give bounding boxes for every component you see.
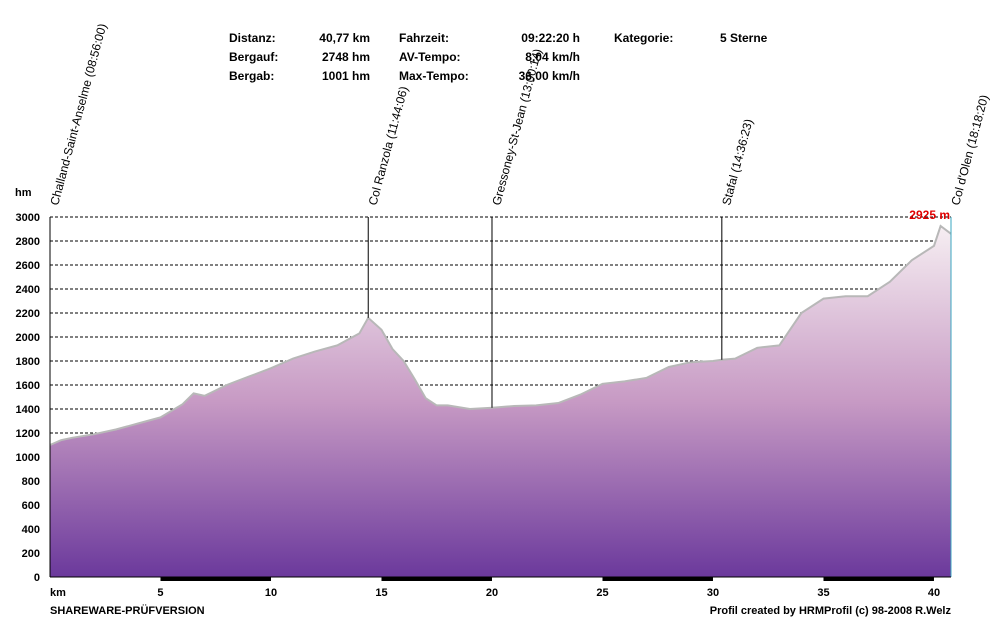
- y-tick-label: 2400: [16, 284, 40, 296]
- x-tick-label: 15: [375, 587, 387, 599]
- y-tick-label: 1000: [16, 452, 40, 464]
- y-tick-label: 2600: [16, 260, 40, 272]
- profile-outline: [49, 224, 952, 446]
- avg-speed-value: 8,04 km/h: [525, 50, 580, 64]
- category-value: 5 Sterne: [720, 31, 768, 45]
- category-label: Kategorie:: [614, 31, 674, 45]
- x-axis-label: km: [50, 587, 66, 599]
- ascent-label: Bergauf:: [229, 50, 279, 64]
- time-label: Fahrzeit:: [399, 31, 450, 45]
- x-axis-segment: [160, 577, 271, 581]
- y-tick-label: 2800: [16, 236, 40, 248]
- x-tick-label: 35: [817, 587, 829, 599]
- x-axis-segment: [602, 577, 713, 581]
- y-tick-label: 1800: [16, 356, 40, 368]
- x-axis-segment: [381, 577, 492, 581]
- waypoint-label: Col Ranzola (11:44:06): [366, 85, 411, 207]
- x-tick-label: 25: [596, 587, 608, 599]
- y-tick-label: 2200: [16, 308, 40, 320]
- ascent-value: 2748 hm: [321, 50, 370, 64]
- x-axis-segment: [933, 577, 951, 581]
- waypoint-label: Challand-Saint-Anselme (08:56:00): [47, 22, 109, 207]
- descent-label: Bergab:: [229, 69, 275, 83]
- max-speed-label: Max-Tempo:: [399, 69, 469, 83]
- x-tick-label: 30: [707, 587, 719, 599]
- y-axis-label: hm: [15, 187, 32, 199]
- credits: Profil created by HRMProfil (c) 98-2008 …: [709, 605, 951, 617]
- y-tick-label: 800: [22, 476, 40, 488]
- y-tick-label: 0: [34, 572, 40, 584]
- max-elevation-label: 2925 m: [909, 208, 950, 222]
- y-tick-label: 200: [22, 548, 40, 560]
- waypoint-label: Col d'Olen (18:18:20): [948, 93, 991, 206]
- max-speed-value: 36,00 km/h: [518, 69, 580, 83]
- y-tick-label: 600: [22, 500, 40, 512]
- waypoint-label: Stafal (14:36:23): [719, 117, 755, 206]
- y-tick-label: 400: [22, 524, 40, 536]
- avg-speed-label: AV-Tempo:: [399, 50, 461, 64]
- time-value: 09:22:20 h: [521, 31, 580, 45]
- y-tick-label: 1200: [16, 428, 40, 440]
- y-tick-label: 2000: [16, 332, 40, 344]
- distance-value: 40,77 km: [319, 31, 370, 45]
- axes: 0 200 400 600 800 1000 1200 1400 1600 1800 2000 220…: [15, 187, 952, 599]
- x-axis-segment: [270, 577, 382, 581]
- shareware-notice: SHAREWARE-PRÜFVERSION: [50, 605, 205, 617]
- x-axis-segment: [491, 577, 603, 581]
- profile-area-group: [49, 224, 952, 577]
- x-axis-segment: [50, 577, 161, 581]
- y-tick-label: 3000: [16, 212, 40, 224]
- x-tick-label: 40: [928, 587, 940, 599]
- distance-label: Distanz:: [229, 31, 276, 45]
- x-tick-label: 20: [486, 587, 498, 599]
- x-tick-label: 5: [157, 587, 163, 599]
- y-tick-label: 1400: [16, 404, 40, 416]
- profile-area: [50, 226, 951, 577]
- x-tick-label: 10: [265, 587, 277, 599]
- x-axis-segment: [823, 577, 934, 581]
- descent-value: 1001 hm: [321, 69, 370, 83]
- x-axis-segment: [712, 577, 824, 581]
- y-tick-label: 1600: [16, 380, 40, 392]
